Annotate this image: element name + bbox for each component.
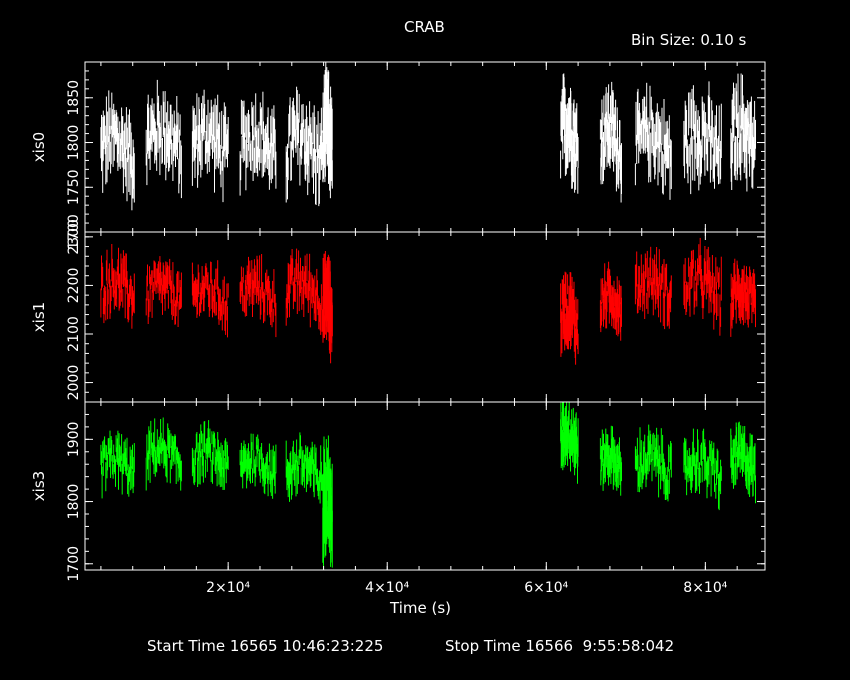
xis0-y-tick-label: 1750 xyxy=(66,169,82,205)
xis3-y-axis-label: xis3 xyxy=(30,471,48,501)
xis0-panel-frame xyxy=(84,61,766,233)
xis1-y-tick-label: 2200 xyxy=(66,268,82,304)
xis3-y-tick-label: 1800 xyxy=(66,484,82,520)
xis3-y-tick-label: 1900 xyxy=(66,422,82,458)
xis0-y-tick-label: 1700 xyxy=(66,214,82,250)
x-tick-label: 2×10⁴ xyxy=(206,580,250,596)
xis1-y-tick-label: 2100 xyxy=(66,316,82,352)
xis1-y-axis-label: xis1 xyxy=(30,302,48,332)
start-time-label: Start Time 16565 10:46:23:225 xyxy=(147,637,384,655)
stop-time-label: Stop Time 16566 9:55:58:042 xyxy=(445,637,675,655)
xis0-y-axis-label: xis0 xyxy=(30,132,48,162)
xis1-y-tick-label: 2000 xyxy=(66,365,82,401)
x-tick-label: 4×10⁴ xyxy=(365,580,409,596)
xis3-panel-frame xyxy=(84,401,766,571)
xis3-y-tick-label: 1700 xyxy=(66,546,82,582)
chart-title: CRAB xyxy=(404,18,445,36)
x-tick-label: 6×10⁴ xyxy=(524,580,568,596)
xis0-y-tick-label: 1850 xyxy=(66,80,82,116)
xis1-y-tick-label: 2300 xyxy=(66,219,82,255)
x-tick-label: 8×10⁴ xyxy=(683,580,727,596)
bin-size-label: Bin Size: 0.10 s xyxy=(631,31,747,49)
x-axis-label: Time (s) xyxy=(390,599,451,617)
xis0-y-tick-label: 1800 xyxy=(66,125,82,161)
